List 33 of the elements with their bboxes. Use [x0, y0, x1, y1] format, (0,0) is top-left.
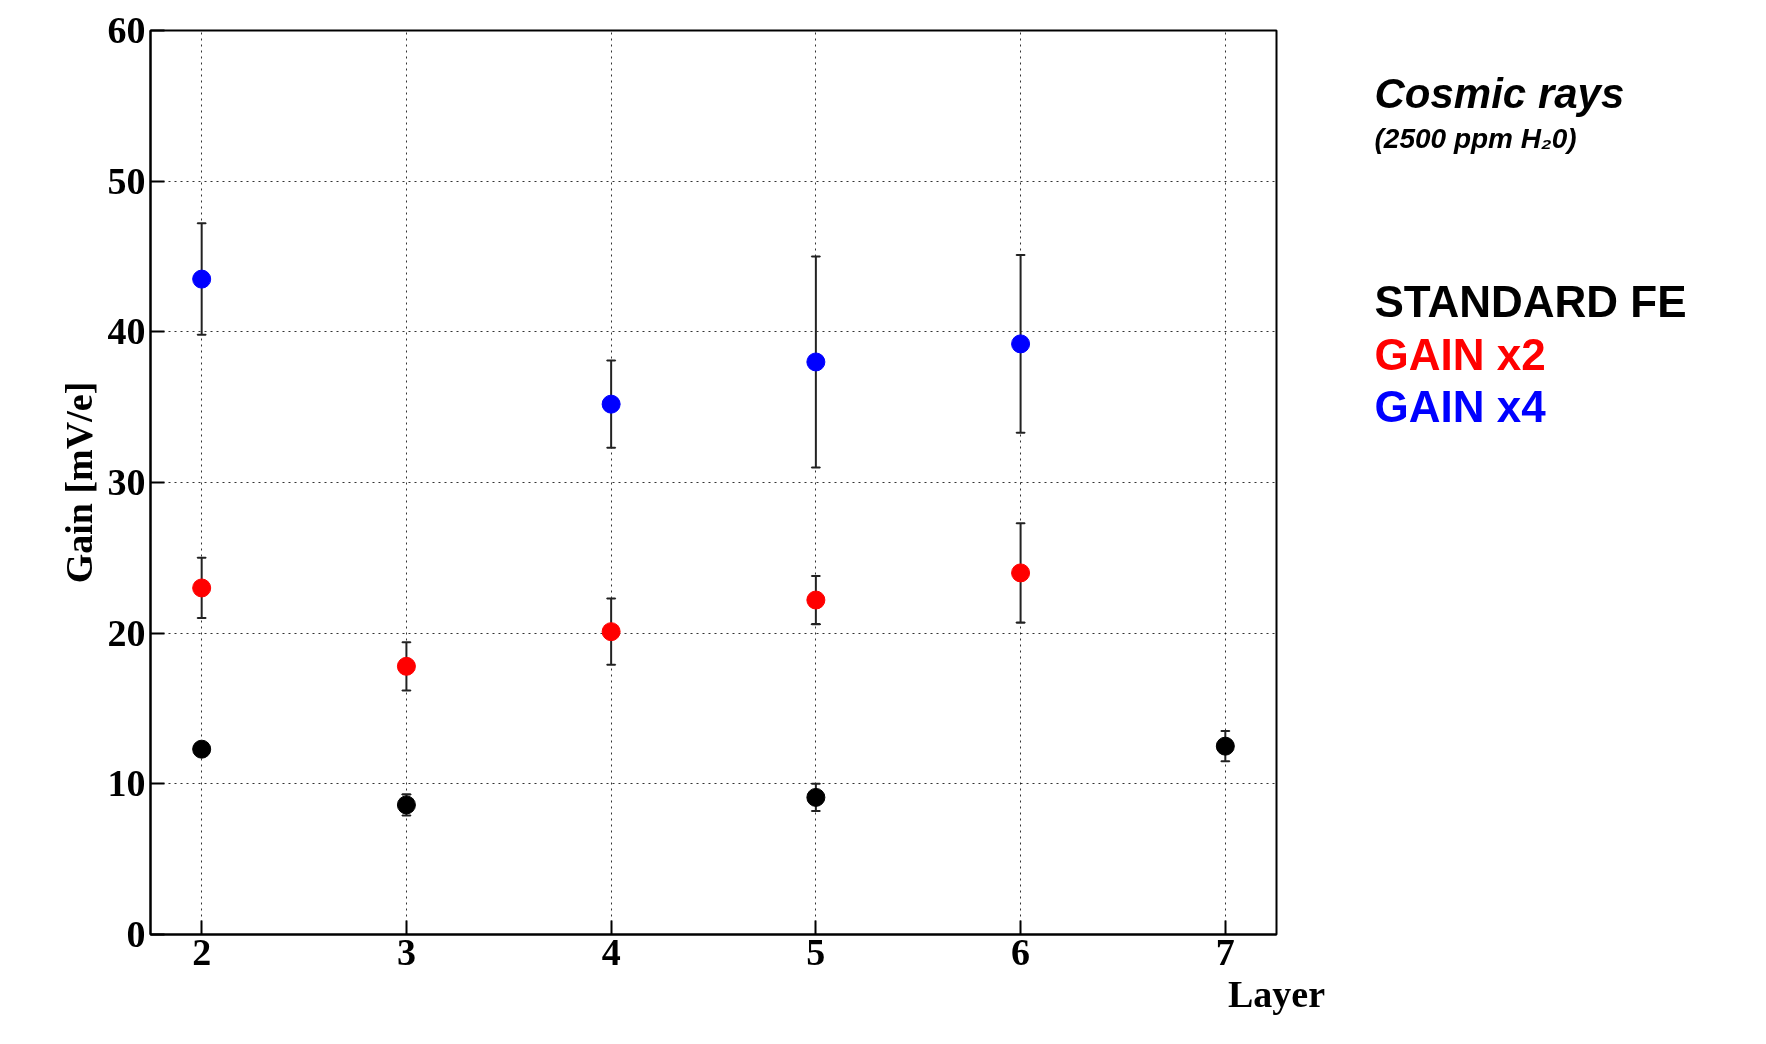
point [192, 269, 212, 289]
y-tick-label: 10 [107, 762, 146, 805]
text: Cosmic rays [1374, 70, 1625, 118]
point [396, 795, 416, 815]
point [1011, 563, 1031, 583]
y-tick-label: 0 [126, 913, 146, 955]
y-tick-label: 30 [107, 461, 146, 503]
point [1215, 736, 1235, 756]
point [601, 394, 621, 414]
x-tick-label: 2 [192, 930, 212, 973]
text: GAIN x2 [1374, 329, 1546, 379]
point [192, 578, 212, 598]
point [192, 739, 212, 759]
y-tick-label: 50 [107, 159, 146, 202]
text: STANDARD FE [1374, 277, 1687, 327]
point [806, 352, 826, 372]
text: GAIN x4 [1374, 382, 1547, 432]
y-axis-title: Gain [mV/e] [57, 381, 100, 584]
x-tick-label: 4 [601, 930, 621, 973]
x-tick-label: 3 [396, 930, 416, 973]
y-tick-label: 60 [107, 9, 146, 51]
text: (2500 ppm H₂0) [1374, 123, 1577, 155]
point [1011, 334, 1031, 354]
x-tick-label: 5 [806, 930, 826, 973]
y-tick-label: 40 [107, 310, 146, 353]
x-tick-label: 6 [1011, 930, 1031, 973]
x-axis-title: Layer [1227, 972, 1326, 1015]
point [806, 590, 826, 610]
point [806, 787, 826, 807]
point [396, 656, 416, 676]
y-tick-label: 20 [107, 611, 146, 654]
point [601, 622, 621, 642]
x-tick-label: 7 [1215, 930, 1235, 973]
